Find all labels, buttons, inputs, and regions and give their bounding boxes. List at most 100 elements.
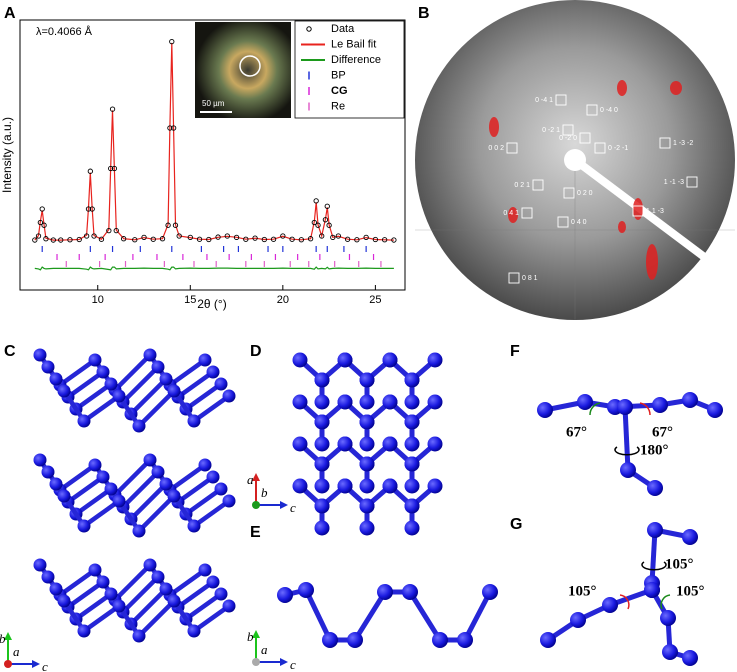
reflection-box [508,272,520,284]
data-point [132,237,138,243]
atom [206,365,220,379]
legend-label: Re [331,100,345,112]
atom [198,563,212,577]
angle-label: 105° [665,556,694,572]
atom [314,414,330,430]
reflection-label: 0 -4 0 [600,107,618,114]
data-point [252,235,258,241]
atom [577,394,593,410]
axis-label: b [0,631,6,646]
plot-frame [19,19,406,291]
bond [121,575,160,614]
data-point [311,219,317,226]
bond [74,382,113,411]
series-line [34,266,394,271]
beam-stop [572,156,718,269]
bond [58,568,97,597]
atom [404,520,420,536]
data-point [233,234,240,241]
data-point [150,236,156,242]
data-point [313,198,319,204]
atom [222,494,236,508]
atom [647,522,663,538]
bond [82,394,121,423]
atom [96,365,110,379]
atom [57,594,71,608]
atom [104,377,118,391]
bond [192,499,231,528]
atom [143,558,157,572]
bragg-spots [489,80,682,280]
data-point [289,236,295,242]
data-point [372,236,379,243]
atom [57,489,71,503]
atom [159,372,173,386]
angle-label: 67° [566,424,587,440]
data-point [363,234,369,241]
data-point [344,236,351,242]
reflection-label: 0 2 0 [577,190,593,197]
data-point [113,227,119,234]
panel-label: A [4,5,16,22]
atom [77,519,91,533]
data-point [324,203,330,209]
reflection-label: 0 -2 -1 [608,145,628,152]
atom [660,610,676,626]
axis-label: c [42,659,48,672]
data-point [319,233,325,239]
data-point [381,237,388,243]
bond [407,590,443,642]
legend-label: CG [331,85,348,97]
atom [322,632,338,648]
arrow-head [252,630,260,638]
bond [113,458,152,497]
atom [359,414,375,430]
data-point [109,106,116,112]
atom [404,456,420,472]
atom [41,360,55,374]
reflection-label: 0 4 0 [571,219,587,226]
atom [359,372,375,388]
data-point [206,236,212,243]
panel-label: G [510,516,522,533]
atom [662,644,678,660]
data-point [243,236,249,242]
atom [151,570,165,584]
y-axis-label: Intensity (a.u.) [0,117,14,193]
atom [404,478,420,494]
atom [33,558,47,572]
axis-dot [4,660,12,668]
direct-beam [564,149,586,171]
atom [292,478,308,494]
reflection-box [586,104,598,116]
angle-label: 67° [652,424,673,440]
atom [277,587,293,603]
data-point [108,165,114,172]
atom [198,353,212,367]
atom [602,597,618,613]
bond [113,353,152,392]
arrow-head [4,632,12,640]
bond [82,499,121,528]
atom [159,582,173,596]
x-tick-label: 15 [184,294,196,306]
atom [206,575,220,589]
atom [112,494,126,508]
panel-label: E [250,524,261,541]
axis-label: a [247,472,254,487]
axis-dot [252,658,260,666]
reflection-box [686,176,698,188]
data-point [58,237,64,243]
atom [404,394,420,410]
data-point [43,236,49,242]
bond [352,590,388,642]
bond [168,568,207,597]
atom [404,414,420,430]
bond [121,365,160,404]
atom [647,480,663,496]
legend-label: Difference [331,54,381,66]
data-point [307,236,314,242]
bond [66,370,105,399]
atom [359,456,375,472]
bond [74,592,113,621]
